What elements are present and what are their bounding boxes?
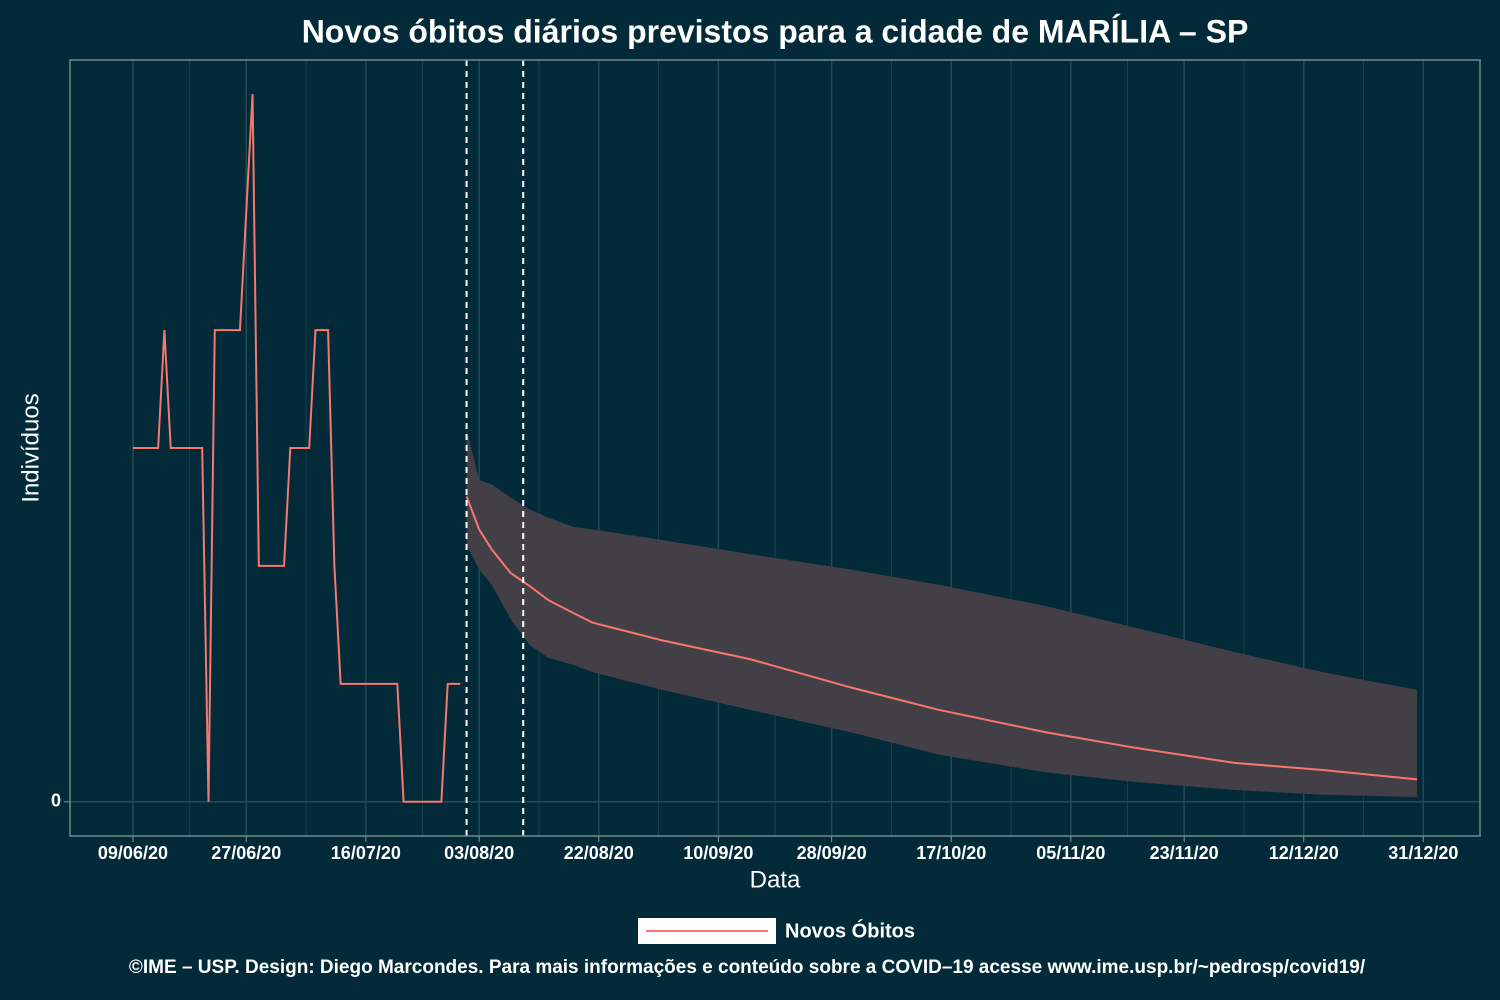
x-axis-label: Data [750,866,801,893]
data-line [132,94,461,803]
x-tick-label: 17/10/20 [916,843,986,863]
x-tick-label: 16/07/20 [331,843,401,863]
confidence-band [466,429,1418,798]
x-tick-label: 28/09/20 [797,843,867,863]
x-tick-label: 12/12/20 [1269,843,1339,863]
x-tick-label: 31/12/20 [1388,843,1458,863]
x-tick-label: 09/06/20 [98,843,168,863]
x-tick-label: 23/11/20 [1150,843,1219,863]
y-axis-label: Indivíduos [17,393,44,502]
legend-label: Novos Óbitos [785,918,915,942]
forecast-line [465,495,1418,781]
y-tick-label: 0 [51,791,61,811]
chart-title: Novos óbitos diários previstos para a ci… [302,13,1249,49]
x-tick-label: 27/06/20 [211,843,281,863]
x-tick-label: 05/11/20 [1036,843,1105,863]
panel-border [69,59,1481,837]
x-tick-label: 03/08/20 [444,843,514,863]
x-tick-label: 22/08/20 [564,843,634,863]
x-tick-label: 10/09/20 [683,843,753,863]
caption: ©IME – USP. Design: Diego Marcondes. Par… [129,957,1366,978]
